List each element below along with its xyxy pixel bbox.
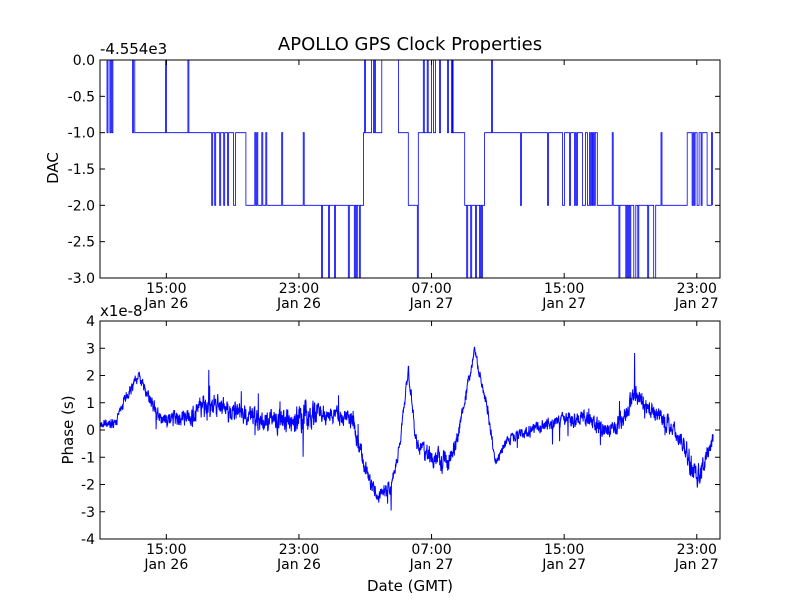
phase-y-tick-label: 0 [86, 423, 95, 439]
phase-series-line [100, 346, 714, 511]
x-axis-label: Date (GMT) [367, 577, 453, 595]
dac-x-tick-time: 15:00 [146, 281, 186, 297]
phase-y-tick-label: 3 [86, 341, 95, 357]
phase-y-tick-label: -3 [81, 505, 95, 521]
phase-offset-text: x1e-8 [100, 302, 143, 320]
dac-y-axis-label: DAC [44, 152, 62, 184]
phase-y-tick-label: 4 [86, 314, 95, 330]
dac-x-tick-time: 23:00 [677, 281, 717, 297]
dac-x-tick-time: 23:00 [279, 281, 319, 297]
dac-y-tick-label: -0.5 [68, 89, 95, 105]
phase-x-tick-time: 23:00 [677, 542, 717, 558]
phase-x-tick-time: 15:00 [146, 542, 186, 558]
phase-y-tick-label: -1 [81, 450, 95, 466]
phase-y-axis-label: Phase (s) [59, 395, 77, 464]
phase-x-tick-date: Jan 26 [143, 557, 188, 573]
dac-y-tick-label: 0.0 [73, 53, 95, 69]
phase-x-tick-date: Jan 27 [541, 557, 586, 573]
phase-x-tick-date: Jan 26 [276, 557, 321, 573]
phase-x-tick-date: Jan 27 [409, 557, 454, 573]
dac-x-tick-date: Jan 26 [143, 296, 188, 312]
dac-series-line [100, 60, 713, 278]
phase-x-tick-time: 07:00 [411, 542, 451, 558]
phase-y-tick-label: 1 [86, 396, 95, 412]
dac-x-tick-date: Jan 26 [276, 296, 321, 312]
phase-y-tick-label: 2 [86, 369, 95, 385]
phase-y-tick-label: -4 [81, 532, 95, 548]
dac-offset-text: -4.554e3 [100, 40, 167, 58]
phase-x-tick-time: 23:00 [279, 542, 319, 558]
dac-y-tick-label: -3.0 [68, 271, 95, 287]
dac-x-tick-date: Jan 27 [674, 296, 719, 312]
dac-y-tick-label: -2.0 [68, 198, 95, 214]
phase-x-tick-time: 15:00 [544, 542, 584, 558]
dac-x-tick-date: Jan 27 [541, 296, 586, 312]
phase-x-tick-date: Jan 27 [674, 557, 719, 573]
dac-x-tick-time: 15:00 [544, 281, 584, 297]
dac-x-tick-time: 07:00 [411, 281, 451, 297]
chart-title: APOLLO GPS Clock Properties [278, 34, 542, 55]
dac-x-tick-date: Jan 27 [409, 296, 454, 312]
dac-y-tick-label: -2.5 [68, 235, 95, 251]
phase-y-tick-label: -2 [81, 478, 95, 494]
dac-y-tick-label: -1.5 [68, 162, 95, 178]
dac-y-tick-label: -1.0 [68, 126, 95, 142]
